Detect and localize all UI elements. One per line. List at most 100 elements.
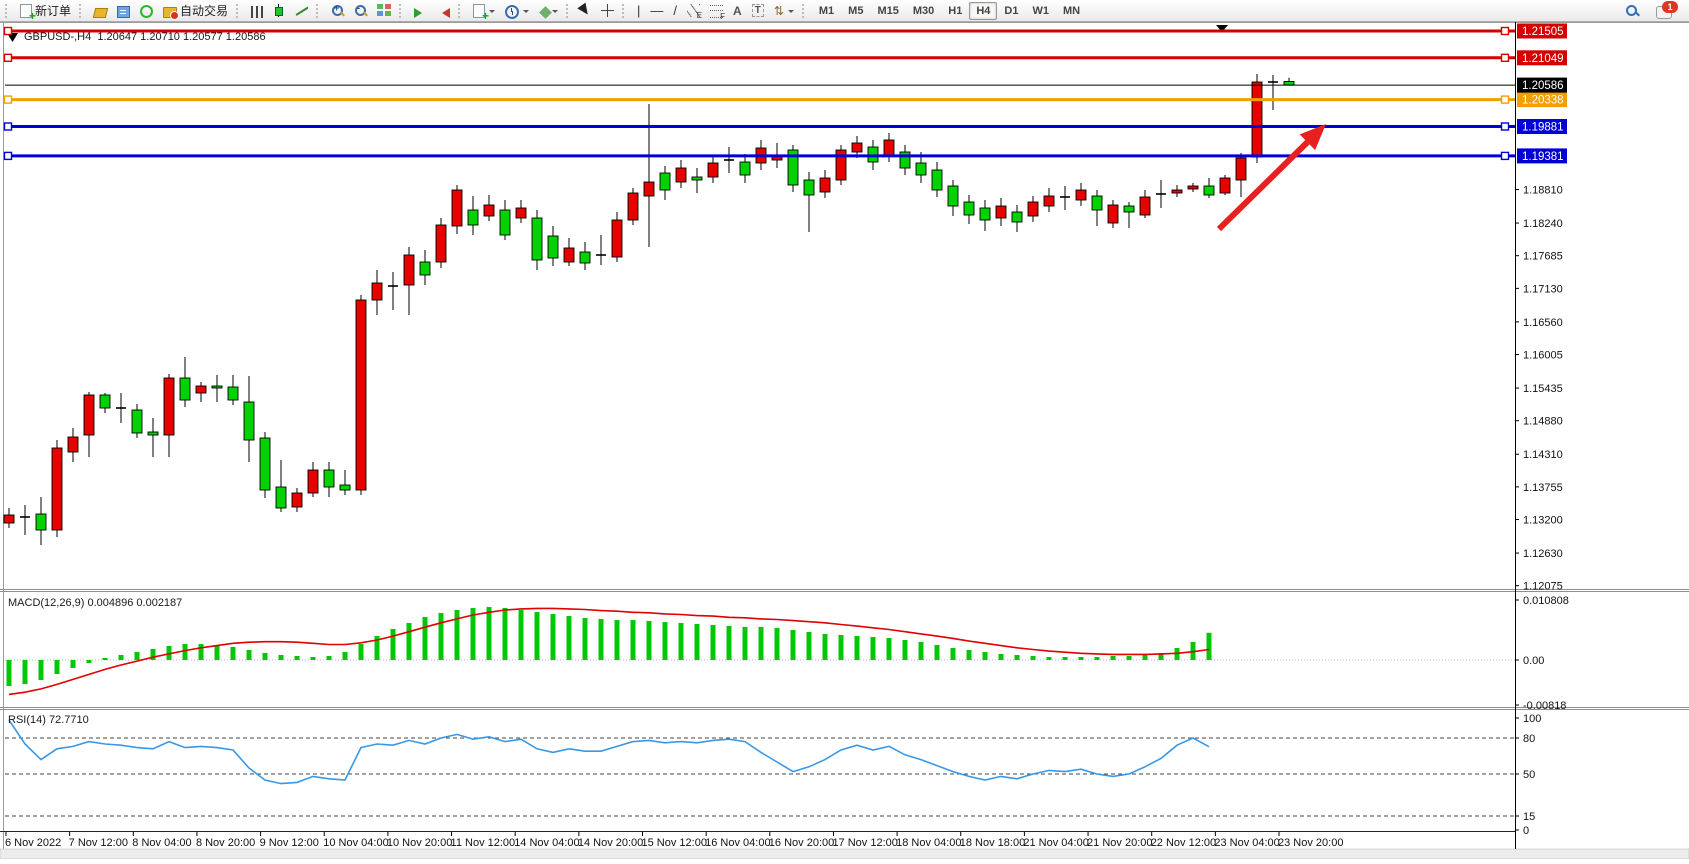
- line-chart-mode-button[interactable]: [290, 0, 313, 21]
- macd-histogram-bar: [1142, 655, 1148, 660]
- timeframe-m30-button[interactable]: M30: [912, 4, 935, 17]
- candle-body-up: [1027, 201, 1039, 217]
- macd-histogram-bar: [438, 613, 444, 660]
- hline-handle[interactable]: [1500, 26, 1510, 36]
- timeframe-h1-button[interactable]: H1: [948, 4, 963, 17]
- auto-trading-icon: [163, 7, 180, 20]
- horizontal-line-button[interactable]: —: [645, 0, 668, 21]
- hline-handle[interactable]: [1500, 95, 1510, 104]
- macd-histogram-bar: [134, 652, 140, 660]
- toolbar-group-grip: [5, 3, 11, 18]
- annotation-arrow-head[interactable]: [1299, 124, 1326, 151]
- rsi-axis-tick-label: 50: [1523, 769, 1535, 781]
- macd-histogram-bar: [870, 637, 876, 660]
- bar-chart-mode-button[interactable]: [246, 0, 268, 21]
- macd-histogram-bar: [406, 623, 412, 660]
- candle-body-down: [499, 209, 511, 236]
- zoom-in-button[interactable]: +: [326, 0, 349, 21]
- candle-body-up: [355, 299, 367, 491]
- candle-body-down: [739, 161, 751, 176]
- cursor-button[interactable]: [576, 0, 596, 21]
- auto-trading-button[interactable]: 自动交易: [158, 0, 233, 21]
- candle-body-down: [1203, 185, 1215, 196]
- hline-handle[interactable]: [3, 151, 13, 161]
- text-button[interactable]: A: [728, 0, 747, 21]
- chevron-down-icon[interactable]: [787, 9, 794, 16]
- zoom-out-button[interactable]: -: [349, 0, 372, 21]
- timeframe-h4-button[interactable]: H4: [969, 1, 998, 20]
- candle-body-up: [403, 254, 415, 286]
- price-chart-svg[interactable]: 1.18810 1.18240 1.17685 1.17130 1.16560 1.160…: [0, 22, 1689, 860]
- toolbar-group-grip: [236, 3, 242, 18]
- timeframe-d1-button[interactable]: D1: [1004, 4, 1019, 17]
- fibonacci-button[interactable]: [705, 0, 728, 21]
- chart-window[interactable]: GBPUSD-,H4 1.20647 1.20710 1.20577 1.205…: [0, 22, 1689, 860]
- vertical-line-button[interactable]: |: [632, 0, 645, 21]
- clock-icon: [505, 4, 520, 19]
- macd-histogram-bar: [742, 627, 748, 660]
- arrows-button[interactable]: ⇅: [769, 0, 799, 21]
- timeframe-mn-button[interactable]: MN: [1062, 4, 1081, 17]
- bar-chart-icon: [251, 5, 264, 18]
- trendline-button[interactable]: /: [668, 0, 682, 21]
- search-button[interactable]: [1620, 0, 1643, 21]
- zoom-out-icon: -: [354, 3, 367, 17]
- macd-histogram-bar: [22, 660, 28, 684]
- hline-handle[interactable]: [3, 53, 13, 62]
- time-axis-label: 23 Nov 20:00: [1278, 837, 1343, 849]
- timeframe-m15-button[interactable]: M15: [877, 4, 899, 17]
- hline-handle[interactable]: [3, 95, 13, 104]
- crosshair-icon: [601, 4, 615, 17]
- chart-shift-marker[interactable]: [1216, 25, 1228, 32]
- candle-body-up: [435, 224, 447, 263]
- hline-handle[interactable]: [1500, 53, 1510, 62]
- templates-button[interactable]: [534, 0, 563, 21]
- macd-histogram-bar: [310, 657, 316, 660]
- equidistant-channel-button[interactable]: [682, 0, 705, 21]
- chevron-down-icon[interactable]: [523, 9, 530, 16]
- macd-histogram-bar: [566, 616, 572, 660]
- time-axis-label: 18 Nov 04:00: [896, 837, 961, 849]
- hline-handle[interactable]: [3, 26, 13, 36]
- rsi-axis-tick-label: 100: [1523, 713, 1541, 725]
- candle-body-down: [947, 185, 959, 207]
- hline-handle[interactable]: [1500, 151, 1510, 161]
- candle-body-up: [563, 247, 575, 263]
- price-axis-tick-label: 1.16560: [1523, 317, 1563, 329]
- macd-indicator-label: MACD(12,26,9) 0.004896 0.002187: [8, 597, 183, 609]
- horizontal-line-icon: —: [650, 3, 664, 18]
- hline-handle[interactable]: [3, 122, 13, 131]
- macd-histogram-bar: [454, 610, 460, 660]
- price-axis-tick-label: 1.18810: [1523, 185, 1563, 197]
- chart-shift-button[interactable]: [432, 0, 455, 21]
- hline-handle[interactable]: [1500, 122, 1510, 131]
- macd-histogram-bar: [246, 650, 252, 660]
- candle-body-down: [131, 409, 143, 434]
- auto-scroll-button[interactable]: [409, 0, 432, 21]
- new-order-button[interactable]: 新订单: [15, 0, 76, 23]
- macd-axis-tick-label: 0.010808: [1523, 595, 1569, 607]
- timeframe-m1-button[interactable]: M1: [818, 4, 835, 17]
- candle-body-up: [819, 177, 831, 193]
- tile-windows-button[interactable]: [372, 0, 396, 21]
- text-label-button[interactable]: T: [747, 0, 769, 21]
- new-chart-button[interactable]: [468, 0, 500, 23]
- chevron-down-icon[interactable]: [489, 9, 496, 16]
- signals-button[interactable]: [135, 0, 158, 21]
- time-axis-label: 11 Nov 12:00: [451, 837, 516, 849]
- chevron-down-icon[interactable]: [552, 9, 559, 16]
- data-window-button[interactable]: [112, 0, 135, 21]
- timeframe-w1-button[interactable]: W1: [1032, 4, 1049, 17]
- macd-histogram-bar: [38, 660, 44, 680]
- timeframe-m5-button[interactable]: M5: [848, 4, 864, 17]
- market-watch-button[interactable]: [89, 0, 112, 21]
- macd-histogram-bar: [950, 648, 956, 660]
- notifications-button[interactable]: 1: [1651, 0, 1678, 21]
- price-axis-tick-label: 1.12630: [1523, 548, 1563, 560]
- cursor-icon: [577, 2, 595, 21]
- candlestick-mode-button[interactable]: [268, 0, 290, 21]
- crosshair-button[interactable]: [596, 0, 619, 21]
- time-axis-label: 21 Nov 20:00: [1087, 837, 1152, 849]
- annotation-arrow-shaft[interactable]: [1216, 140, 1310, 232]
- profiles-button[interactable]: [500, 0, 534, 21]
